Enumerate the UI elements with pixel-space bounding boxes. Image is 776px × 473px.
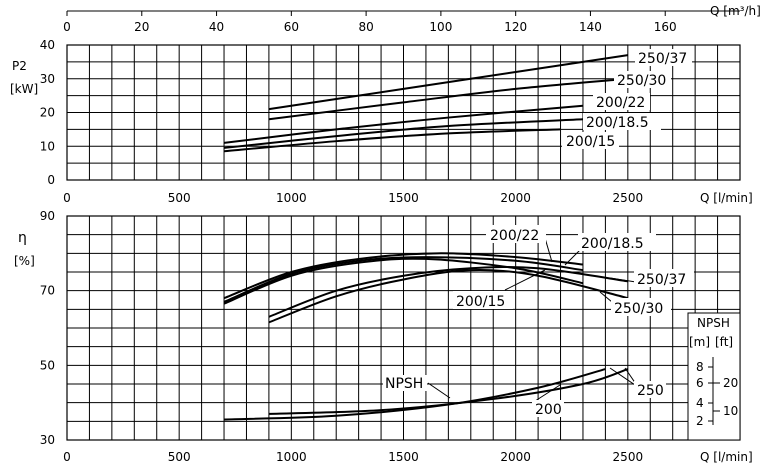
m3h-tick-label: 40 xyxy=(209,20,224,34)
power-curves xyxy=(223,54,628,153)
label-eff-200-22: 200/22 xyxy=(490,228,539,244)
power-x-axis-title: Q [l/min] xyxy=(700,191,753,205)
label-eff-250-30: 250/30 xyxy=(614,301,663,317)
npsh-scale-unit-m: [m] xyxy=(689,335,710,349)
npsh-scale-title: NPSH xyxy=(697,316,730,330)
power-curve-250-37 xyxy=(268,54,628,111)
power-y-tick-label: 20 xyxy=(40,106,55,120)
npsh-m-8: 8 xyxy=(696,360,704,374)
label-250-37: 250/37 xyxy=(638,51,687,67)
efficiency-curve-NPSH-250 xyxy=(268,368,629,415)
efficiency-x-tick-label: 2500 xyxy=(613,450,644,464)
efficiency-curve-200-15 xyxy=(223,257,584,305)
power-curve-200-15 xyxy=(223,128,561,153)
label-200-15: 200/15 xyxy=(566,134,615,150)
efficiency-axis-unit: [%] xyxy=(14,254,35,268)
efficiency-x-axis-title: Q [l/min] xyxy=(700,450,753,464)
efficiency-x-tick-label: 500 xyxy=(168,450,191,464)
efficiency-curve-250-30 xyxy=(268,269,629,324)
power-y-tick-label: 40 xyxy=(40,38,55,52)
power-grid xyxy=(67,45,740,180)
npsh-m-2: 2 xyxy=(696,414,704,428)
npsh-ft-10: 10 xyxy=(723,404,738,418)
power-x-tick-label: 2500 xyxy=(613,191,644,205)
m3h-tick-label: 20 xyxy=(134,20,149,34)
npsh-ft-20: 20 xyxy=(723,376,738,390)
efficiency-curve-200-18-5 xyxy=(223,256,584,303)
m3h-tick-label: 60 xyxy=(284,20,299,34)
power-x-tick-label: 2000 xyxy=(500,191,531,205)
power-x-tick-label: 500 xyxy=(168,191,191,205)
power-x-tick-label: 1500 xyxy=(388,191,419,205)
m3h-tick-label: 140 xyxy=(579,20,602,34)
efficiency-y-tick-label: 70 xyxy=(40,284,55,298)
efficiency-x-tick-label: 2000 xyxy=(500,450,531,464)
power-x-tick-label: 0 xyxy=(63,191,71,205)
efficiency-x-tick-label: 0 xyxy=(63,450,71,464)
npsh-scale-unit-ft: [ft] xyxy=(715,335,733,349)
power-x-tick-label: 1000 xyxy=(276,191,307,205)
power-axis-title: P2 xyxy=(12,59,27,73)
efficiency-axis-title: η xyxy=(18,230,27,246)
label-200-18-5: 200/18.5 xyxy=(586,115,649,131)
efficiency-curves xyxy=(223,252,629,421)
efficiency-y-tick-label: 90 xyxy=(40,209,55,223)
efficiency-y-tick-label: 50 xyxy=(40,358,55,372)
npsh-scale: NPSH [m] [ft] 8 6 4 2 20 10 xyxy=(687,312,741,441)
m3h-tick-label: 0 xyxy=(63,20,71,34)
power-curve-labels: 250/37 250/30 200/22 200/18.5 200/15 xyxy=(562,49,692,150)
power-curve-200-22 xyxy=(223,104,584,144)
label-200-22: 200/22 xyxy=(596,95,645,111)
efficiency-x-tick-label: 1500 xyxy=(388,450,419,464)
efficiency-curve-250-37 xyxy=(268,265,628,318)
m3h-tick-label: 160 xyxy=(654,20,677,34)
label-250-30: 250/30 xyxy=(617,73,666,89)
power-y-tick-label: 30 xyxy=(40,72,55,86)
label-npsh-250: 250 xyxy=(637,383,664,399)
label-eff-200-15: 200/15 xyxy=(456,294,505,310)
power-curve-200-18-5 xyxy=(223,118,584,149)
label-npsh: NPSH xyxy=(385,376,423,392)
efficiency-curve-labels: 200/22 200/18.5 250/37 200/15 250/30 NPS… xyxy=(383,225,694,418)
label-eff-200-18-5: 200/18.5 xyxy=(581,236,644,252)
efficiency-curve-200-22 xyxy=(223,252,584,300)
m3h-tick-label: 80 xyxy=(358,20,373,34)
power-y-tick-label: 0 xyxy=(47,173,55,187)
efficiency-y-tick-label: 30 xyxy=(40,433,55,447)
label-eff-250-37: 250/37 xyxy=(637,272,686,288)
power-y-tick-label: 10 xyxy=(40,139,55,153)
m3h-axis-title: Q [m³/h] xyxy=(710,4,761,18)
m3h-tick-label: 120 xyxy=(504,20,527,34)
npsh-m-4: 4 xyxy=(696,396,704,410)
m3h-tick-label: 100 xyxy=(429,20,452,34)
npsh-m-6: 6 xyxy=(696,376,704,390)
efficiency-grid xyxy=(67,216,740,440)
efficiency-x-tick-label: 1000 xyxy=(276,450,307,464)
power-axis-unit: [kW] xyxy=(10,82,38,96)
label-npsh-200: 200 xyxy=(535,402,562,418)
power-curve-250-30 xyxy=(268,77,628,121)
